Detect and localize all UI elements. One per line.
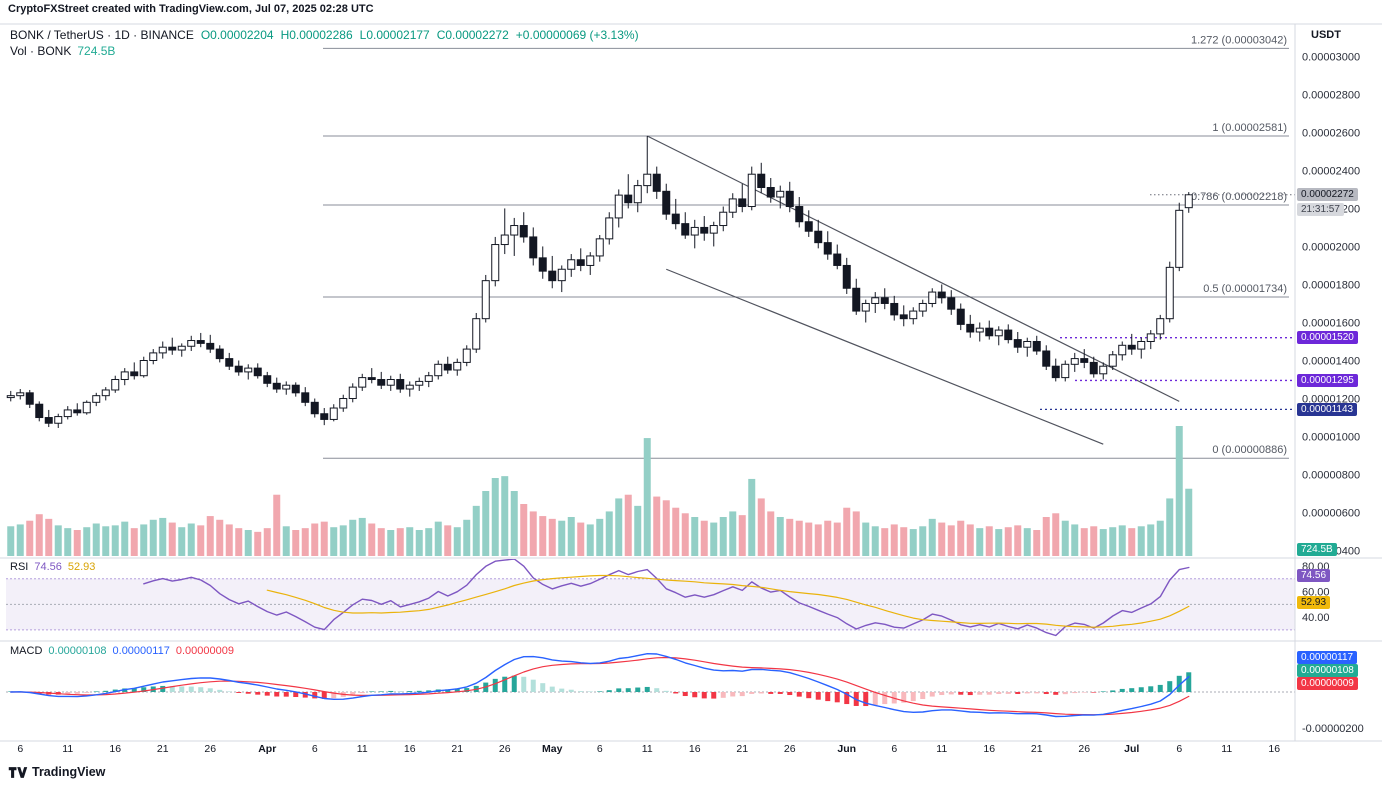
axis-currency-label: USDT [1311, 29, 1341, 41]
volume-series [7, 426, 1193, 556]
macd-line [10, 653, 1190, 718]
time-axis-label: 11 [642, 743, 653, 755]
macd-line-badge: 0.00000117 [1297, 651, 1358, 664]
axes: 0.00003000 0.00002800 0.00002600 0.00002400… [0, 23, 1382, 755]
countdown-badge: 21:31:57 [1297, 203, 1344, 216]
last-price-badge: 0.00002272 [1297, 188, 1358, 201]
macd-hist-badge: 0.00000108 [1297, 664, 1358, 677]
time-axis-label: 26 [499, 743, 511, 755]
alert-1520-badge: 0.00001520 [1297, 331, 1358, 344]
macd-signal-value: 0.00000009 [175, 645, 234, 657]
time-axis-label: 6 [597, 743, 603, 755]
time-axis-label: 11 [936, 743, 947, 755]
fib-label: 0.5 (0.00001734) [1203, 283, 1287, 295]
trendline [646, 135, 1180, 402]
time-axis-label: 16 [1268, 743, 1280, 755]
ohlc-high: H0.00002286 [280, 28, 353, 42]
price-tick: 0.00002800 [1302, 89, 1360, 101]
time-axis-label: May [542, 743, 563, 755]
time-axis-label: 6 [312, 743, 318, 755]
price-tick: 0.00002600 [1302, 127, 1360, 139]
time-axis-label: 11 [62, 743, 73, 755]
macd-tick: -0.00000200 [1302, 723, 1364, 735]
price-tick: 0.00001400 [1302, 356, 1360, 368]
macd-hist-value: 0.00000108 [48, 645, 107, 657]
macd-histogram [8, 672, 1192, 707]
price-pane[interactable]: 1.272 (0.00003042) 1 (0.00002581) 0.786 (0… [6, 34, 1295, 556]
time-axis-label: 16 [689, 743, 701, 755]
price-tick: 0.00003000 [1302, 51, 1360, 63]
macd-line-value: 0.00000117 [112, 645, 170, 657]
candlestick-series [6, 135, 1193, 428]
time-axis-label: 21 [736, 743, 748, 755]
price-tick: 0.00002000 [1302, 241, 1360, 253]
rsi-tick: 60.00 [1302, 587, 1330, 599]
macd-signal-badge: 0.00000009 [1297, 677, 1358, 690]
time-axis-label: Jun [837, 743, 856, 755]
macd-legend[interactable]: MACD 0.00000108 0.00000117 0.00000009 [10, 645, 240, 657]
time-axis-label: 16 [983, 743, 995, 755]
rsi-ma-badge: 52.93 [1297, 596, 1331, 609]
tradingview-logo-icon [8, 766, 28, 778]
time-axis-label: 6 [1176, 743, 1182, 755]
time-axis-label: 21 [1031, 743, 1043, 755]
tradingview-brand-text: TradingView [32, 765, 106, 779]
ohlc-low: L0.00002177 [359, 28, 430, 42]
rsi-badge: 74.56 [1297, 569, 1331, 582]
rsi-ma-value: 52.93 [67, 561, 96, 573]
symbol-title: BONK / TetherUS · 1D · BINANCE [10, 28, 194, 42]
macd-label: MACD [10, 645, 43, 657]
rsi-legend[interactable]: RSI 74.56 52.93 [10, 561, 101, 573]
symbol-legend[interactable]: BONK / TetherUS · 1D · BINANCE O0.0000220… [10, 28, 646, 42]
volume-legend[interactable]: Vol · BONK 724.5B [10, 44, 115, 58]
time-axis-label: 26 [1078, 743, 1090, 755]
ohlc-open: O0.00002204 [200, 28, 274, 42]
time-axis-label: Apr [258, 743, 276, 755]
price-tick: 0.00000800 [1302, 470, 1360, 482]
time-axis-label: 11 [357, 743, 368, 755]
time-axis-label: 16 [404, 743, 416, 755]
rsi-value: 74.56 [34, 561, 62, 573]
rsi-pane[interactable] [6, 559, 1295, 637]
volume-badge: 724.5B [1297, 543, 1337, 556]
time-axis-label: 16 [109, 743, 121, 755]
time-axis-label: 26 [784, 743, 796, 755]
price-tick: 0.00001600 [1302, 317, 1360, 329]
credit-line: CryptoFXStreet created with TradingView.… [8, 3, 374, 15]
price-tick: 0.00001200 [1302, 394, 1360, 406]
time-axis-label: Jul [1124, 743, 1139, 755]
fib-label: 0 (0.00000886) [1212, 444, 1287, 456]
trendline [666, 268, 1104, 445]
rsi-tick: 40.00 [1302, 612, 1330, 624]
alert-1143-badge: 0.00001143 [1297, 403, 1358, 416]
fib-label: 0.786 (0.00002218) [1191, 191, 1287, 203]
price-tick: 0.00001000 [1302, 432, 1360, 444]
fib-label: 1 (0.00002581) [1212, 122, 1287, 134]
macd-pane[interactable] [6, 653, 1295, 718]
time-axis-label: 6 [891, 743, 897, 755]
alert-1295-badge: 0.00001295 [1297, 374, 1358, 387]
price-tick: 0.00000600 [1302, 508, 1360, 520]
time-axis-label: 21 [157, 743, 169, 755]
price-tick: 0.00002400 [1302, 165, 1360, 177]
macd-signal-line [10, 656, 1190, 716]
time-axis-label: 26 [204, 743, 216, 755]
volume-label: Vol · BONK [10, 44, 72, 58]
rsi-label: RSI [10, 561, 29, 573]
ohlc-change: +0.00000069 (+3.13%) [515, 28, 639, 42]
time-axis-label: 6 [17, 743, 23, 755]
time-axis-label: 11 [1221, 743, 1232, 755]
price-tick: 0.00001800 [1302, 279, 1360, 291]
volume-value: 724.5B [77, 44, 116, 58]
rsi-ma-line [266, 574, 1190, 628]
tradingview-logo[interactable]: TradingView [8, 765, 105, 779]
ohlc-close: C0.00002272 [436, 28, 509, 42]
rsi-line [143, 559, 1190, 637]
fib-label: 1.272 (0.00003042) [1191, 34, 1287, 46]
time-axis-label: 21 [451, 743, 463, 755]
